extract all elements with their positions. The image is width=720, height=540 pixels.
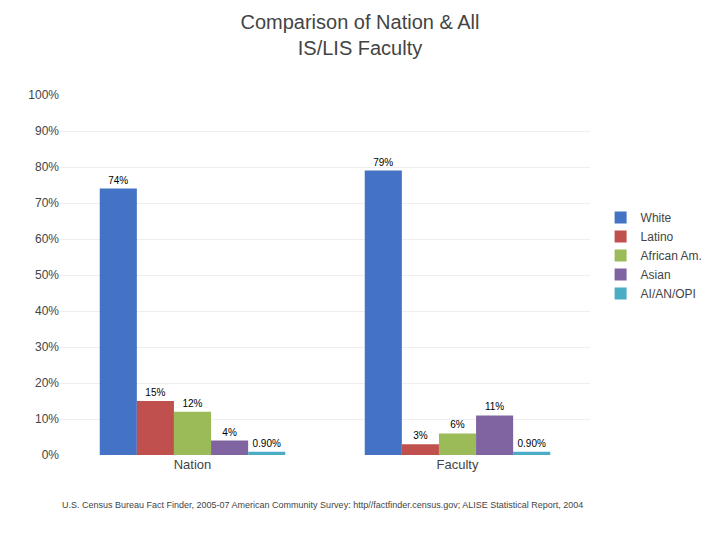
svg-text:100%: 100% [28,88,59,102]
svg-text:3%: 3% [413,430,428,441]
svg-text:6%: 6% [450,419,465,430]
svg-text:Faculty: Faculty [437,457,479,472]
svg-text:12%: 12% [182,398,202,409]
svg-text:Comparison of Nation & AllIS/L: Comparison of Nation & AllIS/LIS Faculty [240,11,479,59]
svg-text:0.90%: 0.90% [517,438,545,449]
svg-text:0%: 0% [42,448,60,462]
svg-text:0.90%: 0.90% [252,438,280,449]
svg-text:African Am.: African Am. [641,249,702,263]
svg-text:4%: 4% [222,427,237,438]
svg-text:74%: 74% [108,175,128,186]
svg-text:White: White [641,211,672,225]
svg-text:30%: 30% [35,340,59,354]
svg-text:79%: 79% [373,157,393,168]
svg-text:11%: 11% [485,401,504,412]
svg-text:10%: 10% [35,412,59,426]
svg-text:U.S. Census Bureau Fact Finder: U.S. Census Bureau Fact Finder, 2005-07 … [62,500,583,510]
svg-text:90%: 90% [35,124,59,138]
svg-text:Asian: Asian [641,268,671,282]
svg-text:Nation: Nation [174,457,212,472]
svg-text:AI/AN/OPI: AI/AN/OPI [641,287,696,301]
svg-text:15%: 15% [145,387,165,398]
svg-text:50%: 50% [35,268,59,282]
svg-text:40%: 40% [35,304,59,318]
svg-text:20%: 20% [35,376,59,390]
svg-text:70%: 70% [35,196,59,210]
svg-text:60%: 60% [35,232,59,246]
svg-text:80%: 80% [35,160,59,174]
svg-text:Latino: Latino [641,230,674,244]
